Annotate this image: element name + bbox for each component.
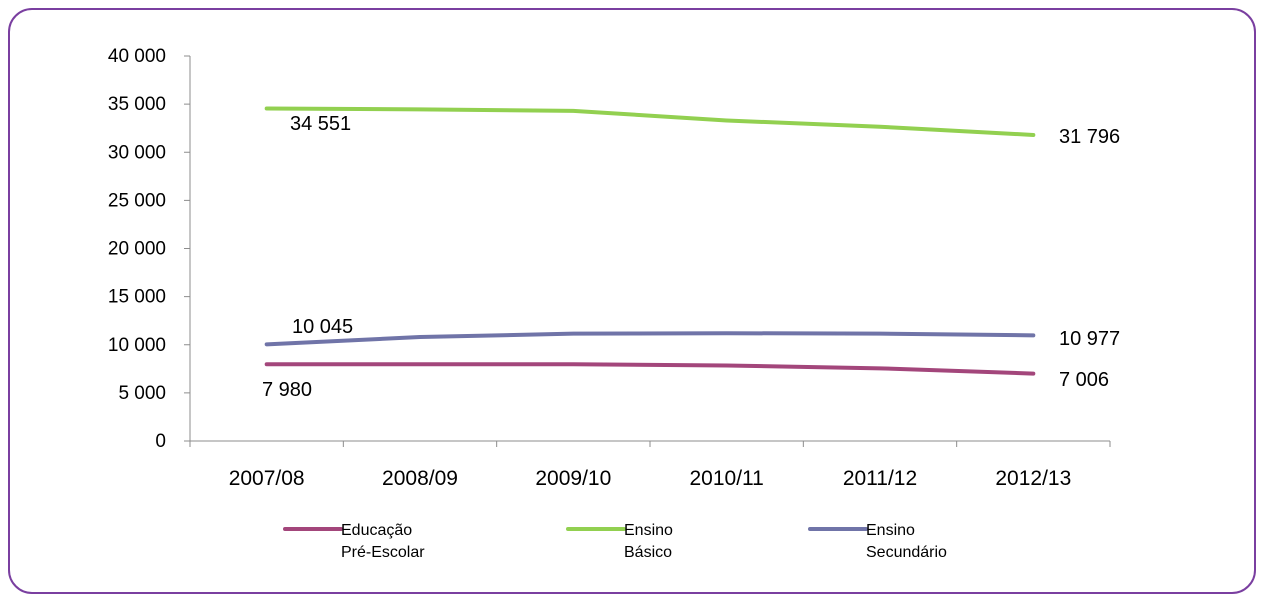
x-tick-label: 2009/10 xyxy=(535,467,611,490)
series-line xyxy=(264,331,1036,347)
y-tick-label: 10 000 xyxy=(108,335,166,356)
series-line xyxy=(264,106,1036,137)
legend-label: Educação xyxy=(341,522,412,539)
chart-axes: 0 5 000 10 000 15 000 20 000 25 000 30 000 35 0… xyxy=(108,46,1111,490)
y-tick-label: 20 000 xyxy=(108,239,166,260)
y-tick-label: 15 000 xyxy=(108,287,166,308)
x-tick-label: 2010/11 xyxy=(689,467,763,490)
y-tick-label: 5 000 xyxy=(118,383,166,404)
series-line xyxy=(264,362,1036,376)
data-label-end: 10 977 xyxy=(1059,328,1120,350)
legend-label: Pré-Escolar xyxy=(341,544,425,561)
data-label-start: 10 045 xyxy=(292,316,353,338)
series-layer xyxy=(264,106,1036,376)
legend-label: Secundário xyxy=(866,544,947,561)
x-tick-label: 2011/12 xyxy=(843,467,917,490)
y-tick-label: 0 xyxy=(155,431,166,452)
data-label-end: 31 796 xyxy=(1059,126,1120,148)
line-chart: 0 5 000 10 000 15 000 20 000 25 000 30 000 35 0… xyxy=(108,46,1120,561)
y-tick-label: 35 000 xyxy=(108,94,166,115)
legend-label: Básico xyxy=(624,544,672,561)
data-label-start: 7 980 xyxy=(262,379,312,401)
data-label-end: 7 006 xyxy=(1059,369,1109,391)
x-tick-label: 2012/13 xyxy=(995,467,1071,490)
y-tick-label: 25 000 xyxy=(108,190,166,211)
legend: Educação Pré-Escolar Ensino Básico Ensino Sec… xyxy=(283,522,947,561)
x-tick-label: 2008/09 xyxy=(382,467,458,490)
chart-frame xyxy=(8,8,1256,594)
data-labels: 7 980 7 006 34 551 31 796 10 045 10 977 xyxy=(262,113,1120,401)
legend-label: Ensino xyxy=(866,522,915,539)
x-tick-label: 2007/08 xyxy=(229,467,305,490)
y-tick-label: 40 000 xyxy=(108,46,166,67)
data-label-start: 34 551 xyxy=(290,113,351,135)
y-tick-label: 30 000 xyxy=(108,142,166,163)
legend-label: Ensino xyxy=(624,522,673,539)
